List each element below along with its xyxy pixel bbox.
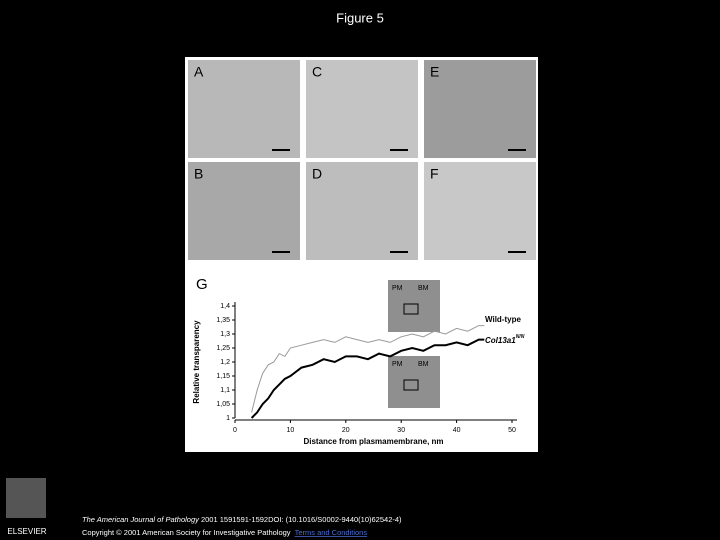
inset-label: BM <box>418 285 429 292</box>
y-tick-label: 1,35 <box>216 317 230 324</box>
panel-label: C <box>312 64 322 80</box>
micrograph <box>188 162 300 260</box>
logo-tree <box>6 478 46 518</box>
chart: G 1 1,05 1,1 1,15 1,2 1,25 1,3 1,35 1,4 0 10 20 30 40 5… <box>192 276 525 446</box>
logo: ELSEVIER <box>6 478 47 536</box>
legend-name: Col13a1 <box>485 336 516 345</box>
copyright-text: Copyright © 2001 American Society for In… <box>82 528 291 537</box>
citation-text: 2001 1591591-1592DOI: (10.1016/S0002-944… <box>199 515 402 524</box>
y-tick-label: 1,05 <box>216 401 230 408</box>
series-line <box>251 325 485 413</box>
panel-label: A <box>194 64 204 80</box>
y-tick-label: 1,3 <box>220 331 230 338</box>
panel-label: D <box>312 166 322 182</box>
inset-micrograph <box>388 280 440 332</box>
panel-label: F <box>430 166 439 182</box>
terms-link[interactable]: Terms and Conditions <box>295 528 368 537</box>
copyright: Copyright © 2001 American Society for In… <box>82 528 367 537</box>
x-tick-label: 20 <box>342 427 350 434</box>
micrograph-panels: A B C D E F <box>188 60 536 260</box>
micrograph <box>306 60 418 158</box>
panel-label: G <box>196 276 208 293</box>
panel-label: E <box>430 64 439 80</box>
x-tick-label: 10 <box>287 427 295 434</box>
citation: The American Journal of Pathology 2001 1… <box>82 515 402 524</box>
legend-name: Wild-type <box>485 315 521 324</box>
x-tick-label: 30 <box>397 427 405 434</box>
y-axis-label: Relative transparency <box>192 320 201 404</box>
legend-label: Col13a1N/N <box>485 334 525 345</box>
micrograph <box>424 162 536 260</box>
y-tick-label: 1 <box>226 415 230 422</box>
x-tick-label: 50 <box>508 427 516 434</box>
y-tick-label: 1,1 <box>220 387 230 394</box>
inset-box <box>403 379 419 391</box>
inset-label: PM <box>392 361 403 368</box>
panel-label: B <box>194 166 203 182</box>
journal: The American Journal of Pathology <box>82 515 200 524</box>
inset-label: PM <box>392 285 403 292</box>
micrograph <box>188 60 300 158</box>
x-tick-label: 0 <box>233 427 237 434</box>
slide-title: Figure 5 <box>336 10 384 25</box>
inset-box <box>403 303 419 315</box>
legend-superscript: N/N <box>516 334 525 340</box>
micrograph <box>306 162 418 260</box>
micrograph <box>424 60 536 158</box>
inset-label: BM <box>418 361 429 368</box>
x-tick-label: 40 <box>453 427 461 434</box>
legend-label: Wild-type <box>485 315 521 324</box>
logo-text: ELSEVIER <box>7 527 46 536</box>
series-line <box>250 338 485 419</box>
y-tick-label: 1,4 <box>220 303 230 310</box>
y-tick-label: 1,15 <box>216 373 230 380</box>
inset-micrograph <box>388 356 440 408</box>
x-axis-label: Distance from plasmamembrane, nm <box>303 437 443 446</box>
y-tick-label: 1,2 <box>220 359 230 366</box>
y-tick-label: 1,25 <box>216 345 230 352</box>
